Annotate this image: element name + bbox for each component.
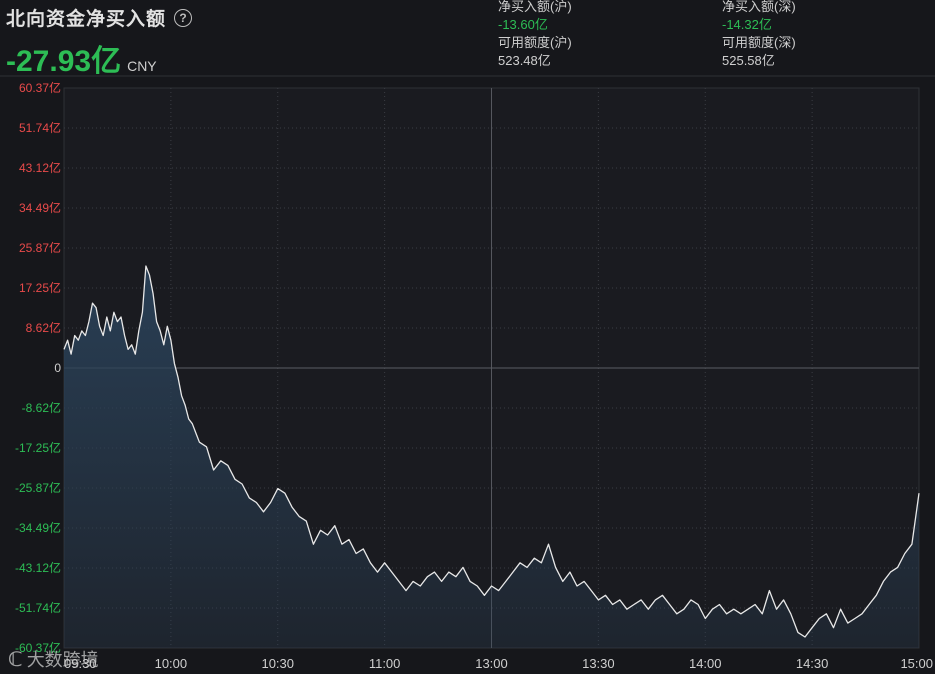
y-tick-label: 0 bbox=[54, 361, 61, 375]
sh-net-label: 净买入额(沪) bbox=[498, 0, 572, 14]
x-tick-label: 09:30 bbox=[64, 656, 97, 671]
y-tick-label: -51.74亿 bbox=[15, 600, 61, 615]
page-title: 北向资金净买入额 bbox=[6, 9, 167, 30]
sh-quota-value: 523.48亿 bbox=[498, 53, 551, 68]
currency-unit: CNY bbox=[127, 58, 157, 74]
brand-logo-icon: ℂ bbox=[8, 648, 23, 671]
x-tick-label: 10:30 bbox=[261, 656, 294, 671]
y-tick-label: -43.12亿 bbox=[15, 560, 61, 575]
sh-quota-label: 可用额度(沪) bbox=[498, 35, 572, 50]
x-tick-label: 14:00 bbox=[689, 656, 722, 671]
y-tick-label: -60.37亿 bbox=[15, 640, 61, 655]
shanghai-stats: 净买入额(沪) -13.60亿 可用额度(沪) 523.48亿 bbox=[498, 0, 572, 70]
series-line bbox=[63, 265, 920, 638]
watermark: ℂ 大数跨境 bbox=[8, 646, 99, 672]
title-row: 北向资金净买入额 ? bbox=[6, 4, 193, 31]
sz-net-label: 净买入额(深) bbox=[722, 0, 796, 14]
y-tick-label: 8.62亿 bbox=[26, 320, 61, 335]
y-tick-label: 60.37亿 bbox=[19, 80, 61, 95]
x-tick-label: 15:00 bbox=[900, 656, 933, 671]
y-tick-label: 43.12亿 bbox=[19, 160, 61, 175]
net-buy-total: -27.93亿 CNY bbox=[6, 36, 157, 80]
y-tick-label: -34.49亿 bbox=[15, 520, 61, 535]
sz-quota-value: 525.58亿 bbox=[722, 53, 775, 68]
header: 北向资金净买入额 ? -27.93亿 CNY 净买入额(沪) -13.60亿 可… bbox=[0, 0, 935, 78]
y-tick-label: 34.49亿 bbox=[19, 200, 61, 215]
help-icon[interactable]: ? bbox=[174, 8, 193, 27]
y-tick-label: -8.62亿 bbox=[22, 400, 61, 415]
y-tick-label: 51.74亿 bbox=[19, 120, 61, 135]
x-tick-label: 13:30 bbox=[582, 656, 615, 671]
y-tick-label: -25.87亿 bbox=[15, 480, 61, 495]
y-tick-label: -17.25亿 bbox=[15, 440, 61, 455]
y-tick-label: 25.87亿 bbox=[19, 240, 61, 255]
x-tick-label: 14:30 bbox=[796, 656, 829, 671]
shenzhen-stats: 净买入额(深) -14.32亿 可用额度(深) 525.58亿 bbox=[722, 0, 796, 70]
series-area bbox=[64, 266, 919, 648]
watermark-text: 大数跨境 bbox=[26, 650, 99, 670]
sz-net-value: -14.32亿 bbox=[722, 17, 772, 32]
x-tick-label: 11:00 bbox=[369, 656, 401, 671]
y-tick-label: 17.25亿 bbox=[19, 280, 61, 295]
sh-net-value: -13.60亿 bbox=[498, 17, 548, 32]
x-tick-label: 10:00 bbox=[155, 656, 188, 671]
x-tick-label: 13:00 bbox=[475, 656, 508, 671]
net-buy-value: -27.93亿 bbox=[6, 45, 122, 78]
sz-quota-label: 可用额度(深) bbox=[722, 35, 796, 50]
